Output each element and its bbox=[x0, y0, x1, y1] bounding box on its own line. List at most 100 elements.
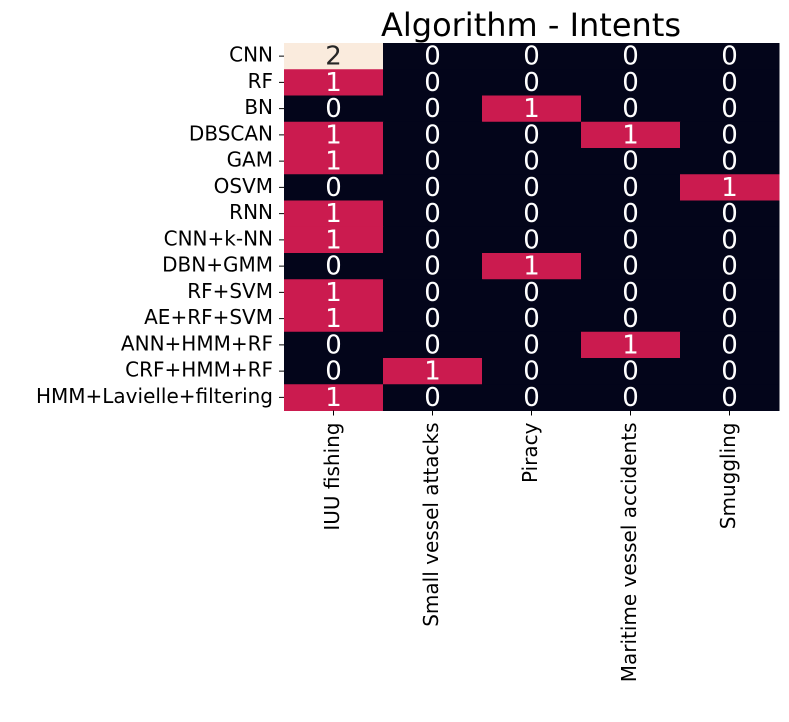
cell-value-label: 1 bbox=[325, 68, 342, 98]
cell-value-label: 0 bbox=[721, 94, 738, 124]
cell-value-label: 0 bbox=[523, 199, 540, 229]
cell-value-label: 0 bbox=[523, 225, 540, 255]
cell-value-label: 0 bbox=[622, 68, 639, 98]
heatmap-cell bbox=[284, 148, 384, 175]
y-axis-tick-label: OSVM bbox=[214, 174, 273, 198]
cell-value-label: 0 bbox=[721, 383, 738, 413]
cell-value-label: 0 bbox=[721, 304, 738, 334]
heatmap-cell bbox=[680, 253, 780, 280]
heatmap-cell bbox=[383, 200, 483, 228]
heatmap-cell bbox=[383, 358, 483, 385]
cell-value-label: 0 bbox=[424, 278, 441, 308]
y-axis-tick-label: ANN+HMM+RF bbox=[121, 331, 273, 355]
cell-value-label: 0 bbox=[721, 357, 738, 387]
cell-value-label: 0 bbox=[622, 357, 639, 387]
cell-value-label: 0 bbox=[424, 173, 441, 203]
heatmap-cell bbox=[581, 253, 681, 280]
cell-value-label: 1 bbox=[325, 147, 342, 177]
cell-value-label: 0 bbox=[622, 199, 639, 229]
heatmap-cell bbox=[581, 174, 681, 201]
x-axis-tick-label: Small vessel attacks bbox=[419, 423, 443, 627]
heatmap-cell bbox=[680, 226, 780, 254]
heatmap-cell bbox=[482, 305, 582, 333]
cell-value-label: 0 bbox=[325, 357, 342, 387]
y-axis-tick-label: RNN bbox=[229, 200, 273, 224]
heatmap-cell bbox=[680, 174, 780, 201]
heatmap-cell bbox=[581, 121, 681, 149]
cell-value-label: 0 bbox=[622, 278, 639, 308]
cell-value-label: 0 bbox=[721, 252, 738, 282]
y-axis-tick-label: CNN+k-NN bbox=[164, 226, 273, 250]
heatmap-cell bbox=[680, 279, 780, 306]
heatmap-cell bbox=[383, 174, 483, 201]
cell-value-label: 0 bbox=[721, 199, 738, 229]
cell-value-label: 1 bbox=[325, 383, 342, 413]
heatmap-cell bbox=[383, 43, 483, 70]
heatmap-cell bbox=[482, 43, 582, 70]
heatmap-cell bbox=[680, 121, 780, 149]
heatmap-cell bbox=[581, 305, 681, 333]
heatmap-cell bbox=[581, 279, 681, 306]
heatmap-cell bbox=[680, 200, 780, 228]
cell-value-label: 0 bbox=[622, 94, 639, 124]
y-axis-tick-label: CRF+HMM+RF bbox=[125, 358, 273, 382]
cell-value-label: 0 bbox=[721, 42, 738, 72]
cell-value-label: 1 bbox=[721, 173, 738, 203]
x-axis-tick-label: Smuggling bbox=[716, 423, 740, 530]
cell-value-label: 0 bbox=[424, 120, 441, 150]
cell-value-label: 0 bbox=[622, 173, 639, 203]
heatmap-cell bbox=[284, 95, 384, 123]
cell-value-label: 0 bbox=[325, 94, 342, 124]
heatmap-cell bbox=[680, 69, 780, 96]
heatmap-cell bbox=[581, 331, 681, 359]
cell-value-label: 0 bbox=[721, 330, 738, 360]
heatmap-cell bbox=[383, 253, 483, 280]
heatmap-cell bbox=[284, 253, 384, 280]
heatmap-cell bbox=[680, 331, 780, 359]
cell-value-label: 0 bbox=[523, 357, 540, 387]
cell-value-label: 0 bbox=[523, 147, 540, 177]
cell-value-label: 0 bbox=[622, 147, 639, 177]
heatmap-cell bbox=[482, 384, 582, 411]
heatmap-cell bbox=[680, 384, 780, 411]
cell-value-label: 0 bbox=[622, 304, 639, 334]
heatmap-cell bbox=[581, 384, 681, 411]
cell-value-label: 1 bbox=[424, 357, 441, 387]
cell-value-label: 1 bbox=[325, 278, 342, 308]
cell-value-label: 0 bbox=[325, 173, 342, 203]
cell-value-label: 0 bbox=[523, 383, 540, 413]
heatmap-cell bbox=[581, 226, 681, 254]
heatmap-cell bbox=[383, 279, 483, 306]
heatmap-cell bbox=[482, 226, 582, 254]
heatmap-cell bbox=[383, 384, 483, 411]
x-axis-tick-label: IUU fishing bbox=[320, 423, 344, 531]
cell-value-label: 1 bbox=[325, 120, 342, 150]
cell-value-label: 1 bbox=[523, 94, 540, 124]
y-axis-tick-label: CNN bbox=[229, 43, 273, 67]
cell-value-label: 0 bbox=[523, 42, 540, 72]
cell-value-label: 0 bbox=[424, 225, 441, 255]
heatmap-cell bbox=[482, 253, 582, 280]
cell-value-label: 0 bbox=[424, 330, 441, 360]
heatmap-cell bbox=[383, 121, 483, 149]
heatmap-cell bbox=[482, 69, 582, 96]
y-axis-tick-label: BN bbox=[244, 95, 273, 119]
x-axis-tick-label: Maritime vessel accidents bbox=[617, 423, 641, 683]
cell-value-label: 0 bbox=[721, 278, 738, 308]
cell-value-label: 0 bbox=[622, 252, 639, 282]
cell-value-label: 1 bbox=[523, 252, 540, 282]
heatmap-cells bbox=[284, 43, 780, 411]
chart-title: Algorithm - Intents bbox=[381, 6, 681, 44]
cell-value-label: 0 bbox=[721, 147, 738, 177]
cell-value-label: 0 bbox=[721, 68, 738, 98]
y-axis-tick-label: DBSCAN bbox=[189, 121, 273, 145]
heatmap-cell bbox=[482, 331, 582, 359]
heatmap-cell bbox=[680, 43, 780, 70]
y-axis-tick-label: RF+SVM bbox=[187, 279, 273, 303]
heatmap-cell bbox=[383, 226, 483, 254]
cell-value-label: 1 bbox=[325, 304, 342, 334]
heatmap-cell bbox=[482, 358, 582, 385]
cell-value-label: 0 bbox=[325, 252, 342, 282]
cell-value-label: 0 bbox=[622, 42, 639, 72]
